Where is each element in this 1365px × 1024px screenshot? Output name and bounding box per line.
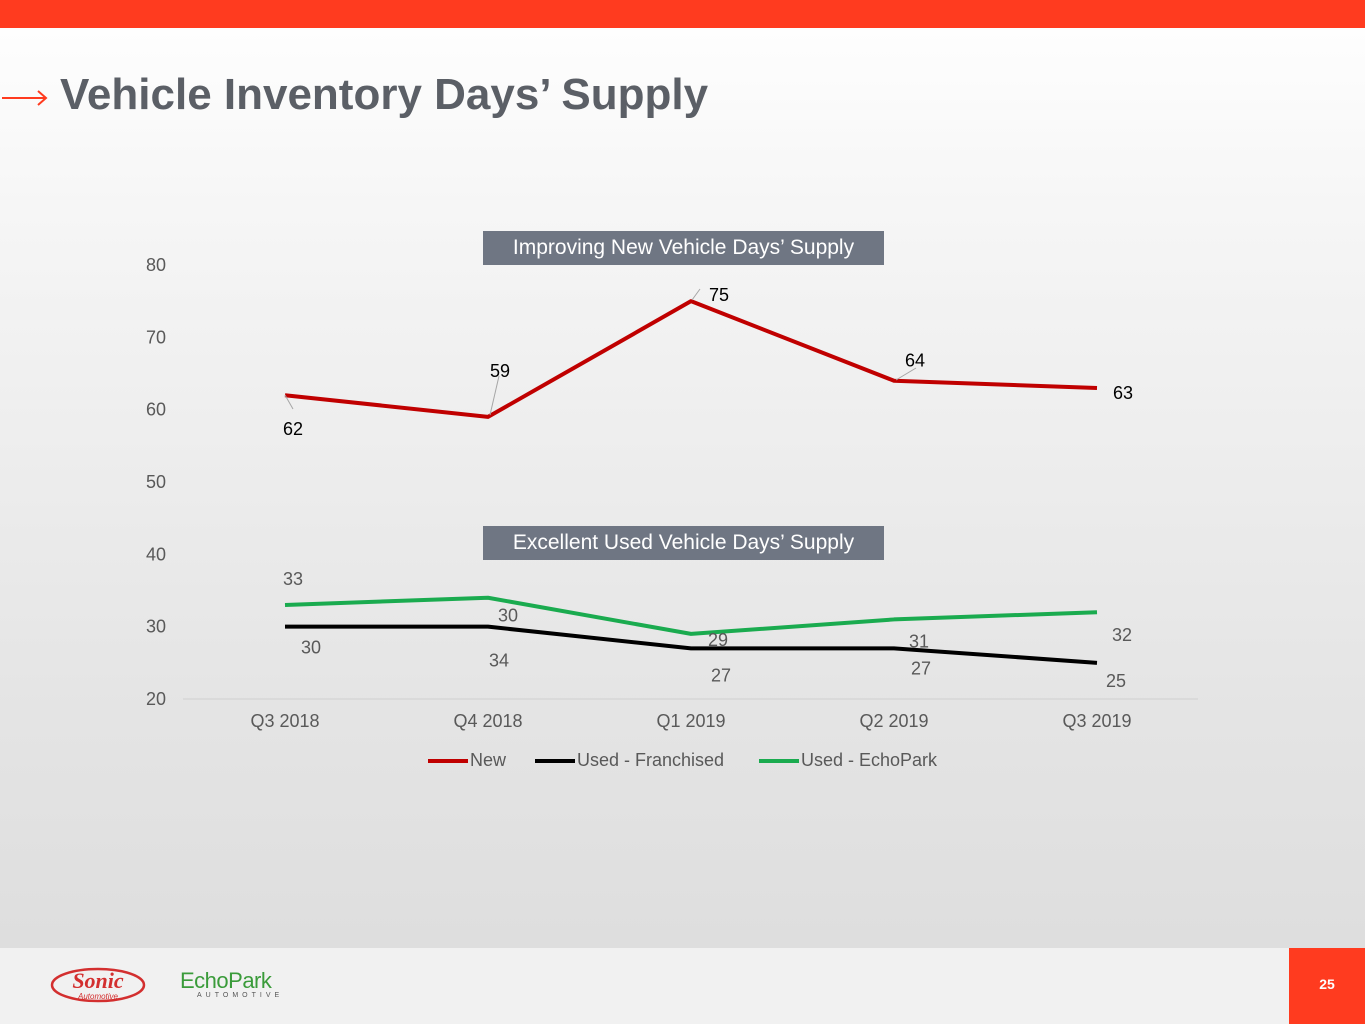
legend-swatch-new [428, 759, 468, 764]
series-line-2 [284, 595, 1098, 636]
footer-bar [0, 948, 1365, 1024]
data-label: 33 [283, 569, 303, 589]
y-tick-label: 60 [146, 400, 166, 420]
legend-label-used-echopark: Used - EchoPark [801, 750, 938, 770]
data-label: 59 [490, 361, 510, 381]
data-label: 25 [1106, 671, 1126, 691]
data-label: 75 [709, 285, 729, 305]
x-tick-label: Q1 2019 [656, 711, 725, 731]
data-label-leader [489, 375, 500, 416]
data-label-leader [895, 367, 917, 381]
top-accent-bar [0, 0, 1365, 28]
svg-text:Automotive: Automotive [77, 992, 119, 1001]
y-tick-label: 30 [146, 617, 166, 637]
echopark-logo: EchoPark AUTOMOTIVE [180, 968, 283, 999]
arrow-icon [2, 90, 48, 106]
days-supply-line-chart: 20 30 40 50 60 70 80 Q3 2018 Q4 2018 Q1 2019 Q2 20… [146, 255, 1198, 731]
data-label: 63 [1113, 383, 1133, 403]
slide-title: Vehicle Inventory Days’ Supply [60, 70, 709, 119]
data-label: 64 [905, 351, 925, 371]
data-label: 32 [1112, 625, 1132, 645]
chart-legend: New Used - Franchised Used - EchoPark [0, 750, 1365, 772]
y-tick-label: 50 [146, 472, 166, 492]
x-tick-label: Q4 2018 [453, 711, 522, 731]
echopark-logo-sub: AUTOMOTIVE [197, 992, 284, 999]
series-line-0 [284, 299, 1098, 419]
data-label: 30 [301, 638, 321, 658]
page-number: 25 [1289, 948, 1365, 1024]
y-tick-label: 70 [146, 327, 166, 347]
y-tick-label: 80 [146, 255, 166, 275]
data-label: 27 [911, 658, 931, 678]
used-vehicle-callout: Excellent Used Vehicle Days’ Supply [483, 526, 884, 560]
series-line-1 [285, 624, 1098, 665]
data-label-leader [691, 288, 701, 301]
x-tick-label: Q3 2018 [250, 711, 319, 731]
legend-label-used-franchised: Used - Franchised [577, 750, 725, 770]
svg-text:Sonic: Sonic [72, 968, 124, 993]
data-label: 31 [909, 631, 929, 651]
data-label: 29 [708, 630, 728, 650]
data-label: 27 [711, 665, 731, 685]
y-tick-label: 40 [146, 544, 166, 564]
x-tick-label: Q3 2019 [1062, 711, 1131, 731]
y-tick-label: 20 [146, 689, 166, 709]
data-label: 34 [489, 651, 509, 671]
legend-item-used-franchised: Used - Franchised [535, 750, 724, 772]
sonic-automotive-logo: Sonic Automotive [50, 967, 146, 1003]
data-label-leader [284, 394, 294, 410]
legend-swatch-used-echopark [759, 759, 799, 764]
echopark-logo-name: EchoPark [180, 968, 272, 993]
x-tick-label: Q2 2019 [859, 711, 928, 731]
legend-label-new: New [470, 750, 507, 770]
data-label: 62 [283, 419, 303, 439]
legend-item-new: New [428, 750, 506, 772]
legend-swatch-used-franchised [535, 759, 575, 764]
legend-item-used-echopark: Used - EchoPark [759, 750, 937, 772]
new-vehicle-callout: Improving New Vehicle Days’ Supply [483, 231, 884, 265]
data-label: 30 [498, 606, 518, 626]
